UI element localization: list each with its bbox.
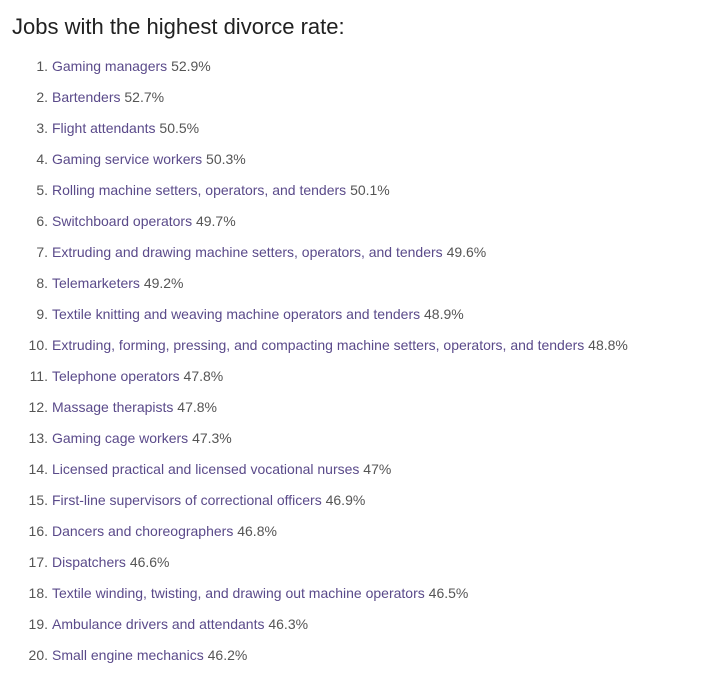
job-link[interactable]: Switchboard operators bbox=[52, 213, 192, 229]
job-rate: 46.9% bbox=[326, 492, 366, 508]
job-link[interactable]: Small engine mechanics bbox=[52, 647, 204, 663]
job-link[interactable]: Licensed practical and licensed vocation… bbox=[52, 461, 359, 477]
job-rate: 46.5% bbox=[429, 585, 469, 601]
job-rate: 50.1% bbox=[350, 182, 390, 198]
job-link[interactable]: Telephone operators bbox=[52, 368, 180, 384]
list-item: Gaming service workers 50.3% bbox=[52, 149, 693, 170]
page-title: Jobs with the highest divorce rate: bbox=[12, 14, 693, 40]
list-item: Extruding, forming, pressing, and compac… bbox=[52, 335, 693, 356]
job-rate: 46.2% bbox=[208, 647, 248, 663]
list-item: Textile winding, twisting, and drawing o… bbox=[52, 583, 693, 604]
job-rate: 49.7% bbox=[196, 213, 236, 229]
job-link[interactable]: Gaming cage workers bbox=[52, 430, 188, 446]
list-item: Telemarketers 49.2% bbox=[52, 273, 693, 294]
list-item: Gaming cage workers 47.3% bbox=[52, 428, 693, 449]
job-link[interactable]: First-line supervisors of correctional o… bbox=[52, 492, 322, 508]
job-link[interactable]: Extruding, forming, pressing, and compac… bbox=[52, 337, 584, 353]
job-link[interactable]: Dispatchers bbox=[52, 554, 126, 570]
list-item: Extruding and drawing machine setters, o… bbox=[52, 242, 693, 263]
job-rate: 52.7% bbox=[124, 89, 164, 105]
list-item: Textile knitting and weaving machine ope… bbox=[52, 304, 693, 325]
job-link[interactable]: Gaming service workers bbox=[52, 151, 202, 167]
job-link[interactable]: Dancers and choreographers bbox=[52, 523, 233, 539]
job-rate: 50.5% bbox=[159, 120, 199, 136]
job-link[interactable]: Massage therapists bbox=[52, 399, 173, 415]
list-item: Telephone operators 47.8% bbox=[52, 366, 693, 387]
job-link[interactable]: Bartenders bbox=[52, 89, 120, 105]
list-item: Licensed practical and licensed vocation… bbox=[52, 459, 693, 480]
job-rate: 47.3% bbox=[192, 430, 232, 446]
list-item: Bartenders 52.7% bbox=[52, 87, 693, 108]
job-rate: 48.9% bbox=[424, 306, 464, 322]
list-item: Ambulance drivers and attendants 46.3% bbox=[52, 614, 693, 635]
job-link[interactable]: Telemarketers bbox=[52, 275, 140, 291]
job-link[interactable]: Textile knitting and weaving machine ope… bbox=[52, 306, 420, 322]
job-rate: 50.3% bbox=[206, 151, 246, 167]
list-item: Switchboard operators 49.7% bbox=[52, 211, 693, 232]
list-item: Dispatchers 46.6% bbox=[52, 552, 693, 573]
job-rate: 46.3% bbox=[268, 616, 308, 632]
job-link[interactable]: Extruding and drawing machine setters, o… bbox=[52, 244, 443, 260]
job-rate: 46.8% bbox=[237, 523, 277, 539]
job-rate: 49.2% bbox=[144, 275, 184, 291]
job-link[interactable]: Rolling machine setters, operators, and … bbox=[52, 182, 346, 198]
job-link[interactable]: Gaming managers bbox=[52, 58, 167, 74]
list-item: Massage therapists 47.8% bbox=[52, 397, 693, 418]
list-item: Gaming managers 52.9% bbox=[52, 56, 693, 77]
list-item: First-line supervisors of correctional o… bbox=[52, 490, 693, 511]
job-rate: 47% bbox=[363, 461, 391, 477]
job-rate: 48.8% bbox=[588, 337, 628, 353]
job-rate: 46.6% bbox=[130, 554, 170, 570]
job-rate: 47.8% bbox=[177, 399, 217, 415]
job-rate: 49.6% bbox=[447, 244, 487, 260]
list-item: Dancers and choreographers 46.8% bbox=[52, 521, 693, 542]
jobs-list: Gaming managers 52.9% Bartenders 52.7% Fli… bbox=[12, 56, 693, 666]
job-link[interactable]: Textile winding, twisting, and drawing o… bbox=[52, 585, 425, 601]
list-item: Small engine mechanics 46.2% bbox=[52, 645, 693, 666]
list-item: Flight attendants 50.5% bbox=[52, 118, 693, 139]
job-rate: 52.9% bbox=[171, 58, 211, 74]
job-rate: 47.8% bbox=[184, 368, 224, 384]
list-item: Rolling machine setters, operators, and … bbox=[52, 180, 693, 201]
job-link[interactable]: Flight attendants bbox=[52, 120, 156, 136]
job-link[interactable]: Ambulance drivers and attendants bbox=[52, 616, 264, 632]
